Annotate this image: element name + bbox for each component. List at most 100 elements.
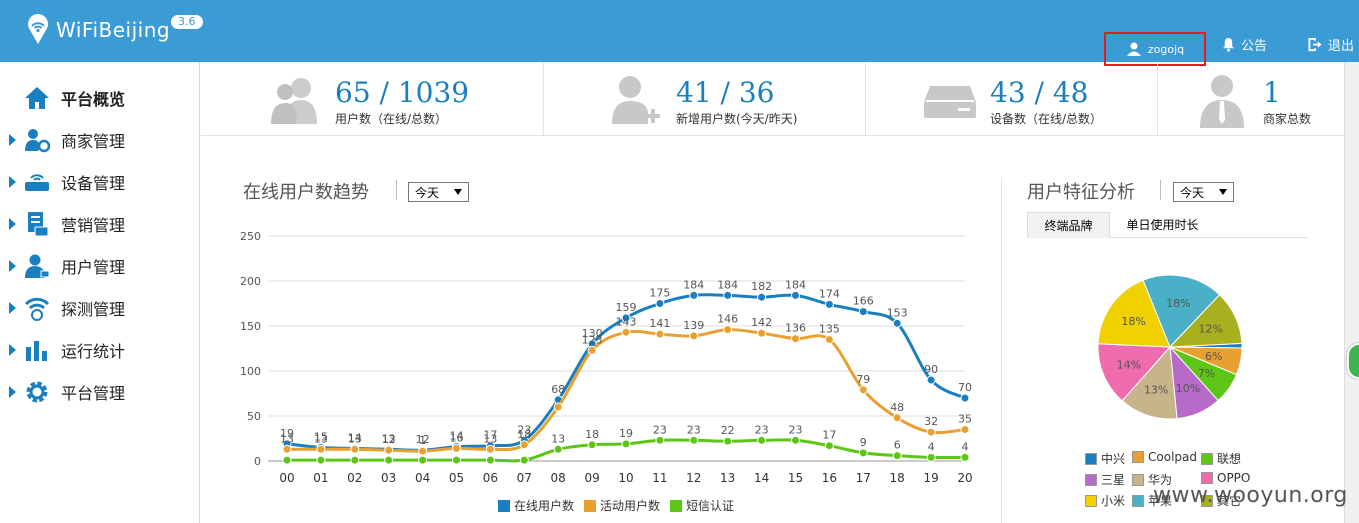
data-point <box>791 334 800 344</box>
legend-label: 中兴 <box>1101 452 1126 466</box>
pie-legend-item: 三星 <box>1085 471 1125 488</box>
data-label: 23 <box>517 423 531 436</box>
data-label: 174 <box>819 287 840 300</box>
data-label: 4 <box>928 440 935 453</box>
expand-arrow-icon <box>9 260 16 272</box>
brand-pie-chart: 6% 7% 10% 13%14% 18% 18% 12% <box>1097 274 1243 420</box>
sidebar-item-users[interactable]: 用户管理 <box>0 245 200 287</box>
x-tick-label: 16 <box>822 471 837 485</box>
data-label: 184 <box>785 278 806 291</box>
data-point <box>723 290 733 300</box>
legend-swatch <box>1132 494 1144 507</box>
data-label: 16 <box>450 431 464 444</box>
data-point <box>858 448 868 458</box>
data-label: 184 <box>683 278 704 291</box>
data-label: 23 <box>755 423 769 436</box>
sidebar-item-probe[interactable]: 探测管理 <box>0 287 200 329</box>
title-divider <box>396 180 397 200</box>
data-label: 159 <box>616 301 637 314</box>
bar-chart-icon <box>26 341 47 361</box>
data-label: 23 <box>789 423 803 436</box>
pie-label: 18% <box>1166 297 1190 310</box>
data-label: 130 <box>582 327 603 340</box>
data-label: 13 <box>382 432 396 445</box>
data-label: 13 <box>280 432 294 445</box>
data-label: 139 <box>683 319 704 332</box>
data-label: 70 <box>958 381 972 394</box>
sidebar-item-device[interactable]: 设备管理 <box>0 161 200 203</box>
x-tick-label: 05 <box>449 471 464 485</box>
legend-label: 苹果 <box>1148 494 1173 508</box>
data-label: 17 <box>822 429 836 442</box>
data-label: 18 <box>585 428 599 441</box>
router-icon <box>25 174 49 191</box>
data-label: 146 <box>717 313 738 326</box>
data-point <box>621 313 631 323</box>
tab-terminal-brand[interactable]: 终端品牌 <box>1027 212 1110 238</box>
chevron-down-icon <box>1219 189 1227 195</box>
sidebar-item-marketing[interactable]: 营销管理 <box>0 203 200 245</box>
legend-swatch <box>1085 452 1097 465</box>
data-label: 13 <box>551 432 565 445</box>
data-point <box>757 292 767 302</box>
data-label: 35 <box>958 413 972 426</box>
pie-legend-item: 中兴 <box>1085 450 1125 467</box>
floating-widget[interactable] <box>1347 343 1359 379</box>
data-point <box>824 441 834 451</box>
x-tick-label: 18 <box>890 471 905 485</box>
stat-value: 65 / 1039 <box>335 76 470 109</box>
data-point <box>519 455 529 465</box>
legend-swatch <box>1132 451 1144 463</box>
notice-link[interactable]: 公告 <box>1221 35 1267 54</box>
trend-title: 在线用户数趋势 <box>243 182 369 203</box>
sidebar-item-merchant[interactable]: 商家管理 <box>0 119 200 161</box>
data-label: 166 <box>853 295 874 308</box>
pie-label: 14% <box>1117 358 1141 371</box>
watermark: www.wooyun.org <box>1153 483 1348 508</box>
data-label: 13 <box>483 432 497 445</box>
page-scrollbar[interactable] <box>1344 62 1359 523</box>
pie-legend-item: 小米 <box>1085 492 1125 509</box>
legend-label: OPPO <box>1217 471 1251 485</box>
data-label: 184 <box>717 278 738 291</box>
sidebar-item-label: 运行统计 <box>61 342 126 361</box>
sidebar-item-overview[interactable]: 平台概览 <box>0 77 200 119</box>
data-point <box>587 345 597 355</box>
legend-label: 其它 <box>1217 494 1242 508</box>
legend-label: 活动用户数 <box>600 498 660 513</box>
legend-swatch <box>1201 494 1213 507</box>
pie-label: 12% <box>1198 322 1222 335</box>
y-tick-label: 250 <box>240 230 261 243</box>
x-tick-label: 03 <box>381 471 396 485</box>
x-tick-label: 15 <box>788 471 803 485</box>
data-label: 12 <box>382 433 396 446</box>
pie-label: 10% <box>1176 382 1200 395</box>
trend-range-select[interactable]: 今天 <box>408 182 469 202</box>
sidebar: 平台概览 商家管理 设备管理 营销管理 用户管理 <box>0 62 200 523</box>
sidebar-item-platform[interactable]: 平台管理 <box>0 371 200 413</box>
data-label: 4 <box>962 440 969 453</box>
logout-link[interactable]: 退出 <box>1307 35 1354 54</box>
user-menu[interactable]: zogojq <box>1104 32 1206 66</box>
pie-slice <box>1121 345 1178 420</box>
data-point <box>587 440 597 450</box>
data-point <box>452 443 461 453</box>
tab-daily-duration[interactable]: 单日使用时长 <box>1126 218 1199 232</box>
feature-range-select[interactable]: 今天 <box>1173 182 1234 202</box>
data-point <box>418 455 428 465</box>
panel-divider <box>1001 178 1002 523</box>
pie-label: 18% <box>1121 315 1145 328</box>
data-label: 123 <box>582 333 603 346</box>
pie-slice <box>1142 274 1221 348</box>
sidebar-item-statistics[interactable]: 运行统计 <box>0 329 200 371</box>
stat-devices: 43 / 48 设备数（在线/总数） <box>866 62 1158 136</box>
wifi-logo-icon <box>28 14 48 44</box>
data-label: 14 <box>450 430 464 443</box>
merchant-gear-icon <box>25 129 50 153</box>
data-label: 182 <box>751 280 772 293</box>
x-tick-label: 09 <box>584 471 599 485</box>
logo[interactable]: WiFiBeijing <box>24 14 170 46</box>
x-tick-label: 00 <box>279 471 294 485</box>
data-point <box>926 452 936 462</box>
legend-label: 三星 <box>1101 473 1126 487</box>
